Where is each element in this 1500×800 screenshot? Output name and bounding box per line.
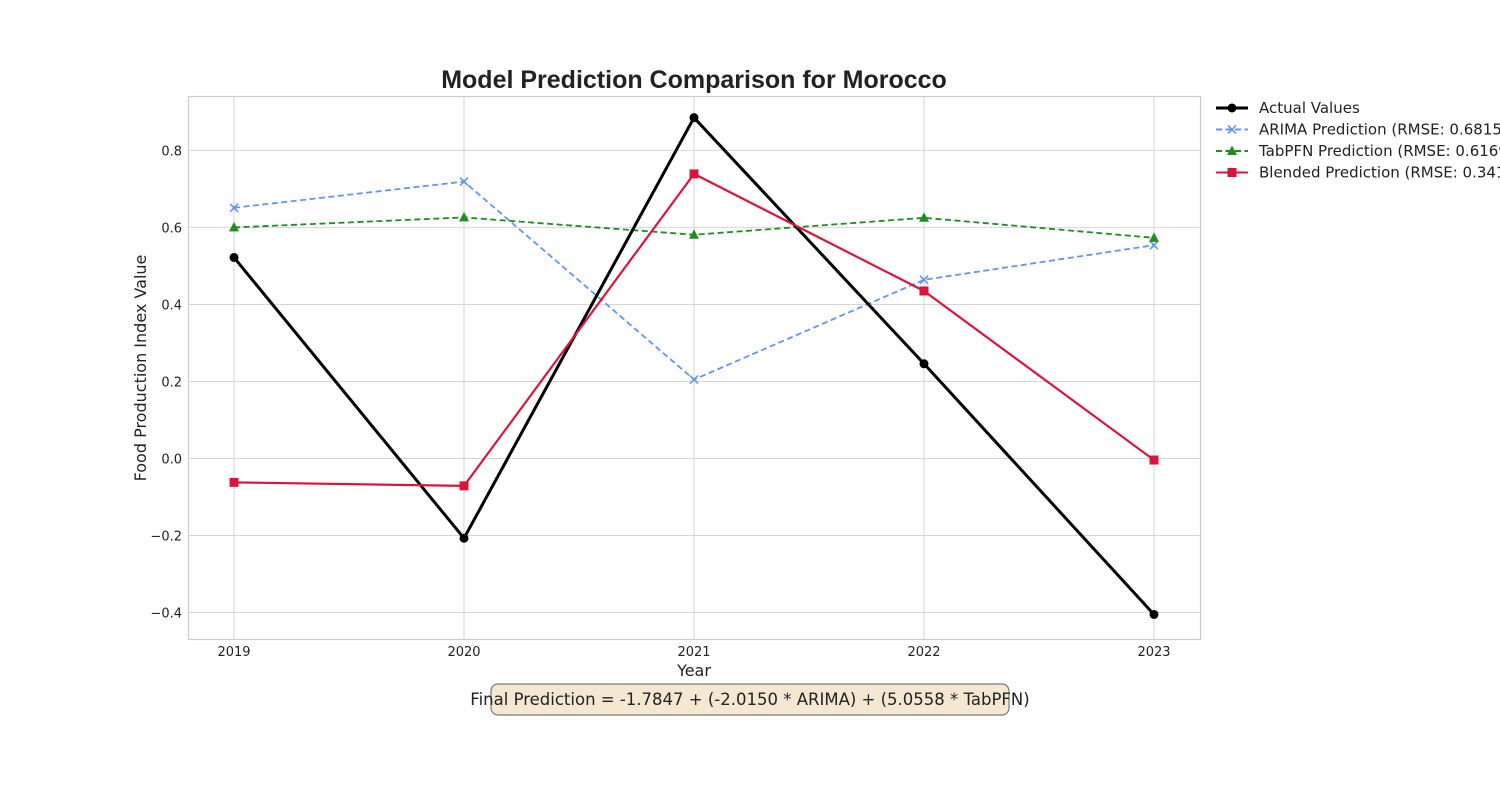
x-tick-label: 2023 bbox=[1137, 645, 1170, 660]
data-point-tabpfn bbox=[459, 212, 469, 222]
legend-label: TabPFN Prediction (RMSE: 0.6169) bbox=[1258, 142, 1500, 160]
legend-item-blended: Blended Prediction (RMSE: 0.3411) bbox=[1216, 164, 1500, 182]
x-tick-label: 2022 bbox=[907, 645, 940, 660]
data-point-actual bbox=[460, 534, 469, 543]
legend-marker bbox=[1228, 168, 1237, 177]
tick-labels: 2019 2020 2021 2022 2023 −0.4 −0.2 0.0 0.2 0.4 0.6… bbox=[150, 144, 1170, 660]
legend-item-tabpfn: TabPFN Prediction (RMSE: 0.6169) bbox=[1216, 142, 1500, 160]
data-point-tabpfn bbox=[1149, 232, 1159, 242]
legend-item-actual: Actual Values bbox=[1216, 99, 1360, 117]
y-tick-label: 0.6 bbox=[161, 221, 182, 236]
data-point-blended bbox=[920, 286, 929, 295]
data-point-actual bbox=[920, 359, 929, 368]
data-point-tabpfn bbox=[919, 212, 929, 222]
y-tick-label: 0.2 bbox=[161, 375, 182, 390]
x-axis-label: Year bbox=[676, 661, 711, 680]
data-point-actual bbox=[230, 253, 239, 262]
legend-item-arima: ARIMA Prediction (RMSE: 0.6815) bbox=[1216, 121, 1500, 139]
legend: Actual Values ARIMA Prediction (RMSE: 0.6… bbox=[1216, 99, 1500, 182]
y-tick-label: 0.4 bbox=[161, 298, 182, 313]
formula-box: Final Prediction = -1.7847 + (-2.0150 * … bbox=[470, 684, 1029, 715]
y-tick-label: 0.0 bbox=[161, 453, 182, 468]
legend-marker bbox=[1228, 104, 1237, 113]
legend-label: Actual Values bbox=[1259, 99, 1360, 117]
data-point-blended bbox=[690, 169, 699, 178]
formula-text: Final Prediction = -1.7847 + (-2.0150 * … bbox=[470, 690, 1029, 709]
chart-title: Model Prediction Comparison for Morocco bbox=[441, 66, 947, 94]
data-point-actual bbox=[1150, 610, 1159, 619]
y-axis-label: Food Production Index Value bbox=[131, 255, 150, 482]
y-tick-label: −0.4 bbox=[150, 607, 182, 622]
x-tick-label: 2020 bbox=[447, 645, 480, 660]
x-tick-label: 2019 bbox=[217, 645, 250, 660]
legend-label: ARIMA Prediction (RMSE: 0.6815) bbox=[1259, 121, 1500, 139]
y-tick-label: −0.2 bbox=[150, 530, 182, 545]
y-tick-label: 0.8 bbox=[161, 144, 182, 159]
x-tick-label: 2021 bbox=[677, 645, 710, 660]
data-point-actual bbox=[690, 113, 699, 122]
legend-label: Blended Prediction (RMSE: 0.3411) bbox=[1259, 164, 1500, 182]
data-point-blended bbox=[460, 481, 469, 490]
data-point-blended bbox=[230, 478, 239, 487]
data-point-blended bbox=[1150, 456, 1159, 465]
